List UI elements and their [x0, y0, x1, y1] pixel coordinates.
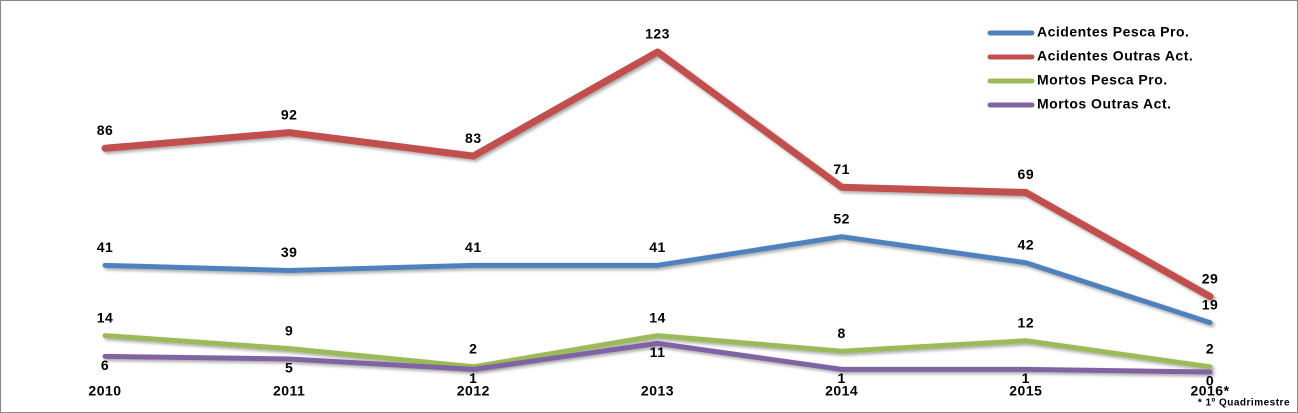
data-label: 41 — [649, 239, 666, 255]
data-label: 71 — [833, 161, 850, 177]
series-line — [101, 48, 1214, 301]
legend-label: Acidentes Pesca Pro. — [1037, 24, 1189, 40]
data-label: 0 — [1206, 373, 1214, 389]
data-label: 42 — [1018, 236, 1035, 252]
x-tick-label: 2012 — [457, 383, 490, 399]
data-label: 86 — [97, 122, 114, 138]
data-label: 14 — [97, 309, 114, 325]
data-label: 92 — [281, 106, 298, 122]
x-tick-label: 2013 — [641, 383, 674, 399]
data-label: 39 — [281, 244, 298, 260]
x-tick-label: 2016* — [1190, 383, 1229, 399]
legend-label: Mortos Pesca Pro. — [1037, 72, 1168, 88]
data-label: 11 — [650, 344, 666, 360]
data-label: 83 — [465, 130, 482, 146]
x-tick-label: 2015 — [1009, 383, 1042, 399]
series-line — [102, 234, 1213, 326]
data-label: 5 — [285, 360, 293, 376]
data-label: 1 — [1022, 370, 1030, 386]
data-label: 123 — [645, 26, 670, 42]
data-label: 8 — [838, 325, 846, 341]
data-label: 1 — [469, 370, 477, 386]
data-label: 6 — [101, 357, 109, 373]
data-label: 41 — [97, 239, 114, 255]
legend-label: Mortos Outras Act. — [1037, 96, 1172, 112]
data-label: 2 — [1206, 340, 1214, 356]
x-tick-label: 2014 — [825, 383, 858, 399]
series-line — [102, 333, 1213, 370]
data-label: 2 — [469, 340, 477, 356]
data-label: 29 — [1202, 270, 1219, 286]
series-line — [102, 340, 1213, 375]
footnote: * 1º Quadrimestre — [1198, 398, 1290, 409]
data-label: 9 — [285, 322, 293, 338]
x-tick-label: 2011 — [273, 383, 305, 399]
legend-label: Acidentes Outras Act. — [1037, 48, 1193, 64]
data-label: 14 — [649, 309, 666, 325]
x-tick-label: 2010 — [88, 383, 121, 399]
data-label: 1 — [838, 370, 846, 386]
data-label: 12 — [1018, 314, 1035, 330]
data-label: 69 — [1018, 166, 1035, 182]
data-label: 41 — [465, 239, 482, 255]
data-label: 52 — [833, 210, 850, 226]
data-label: 19 — [1202, 296, 1219, 312]
